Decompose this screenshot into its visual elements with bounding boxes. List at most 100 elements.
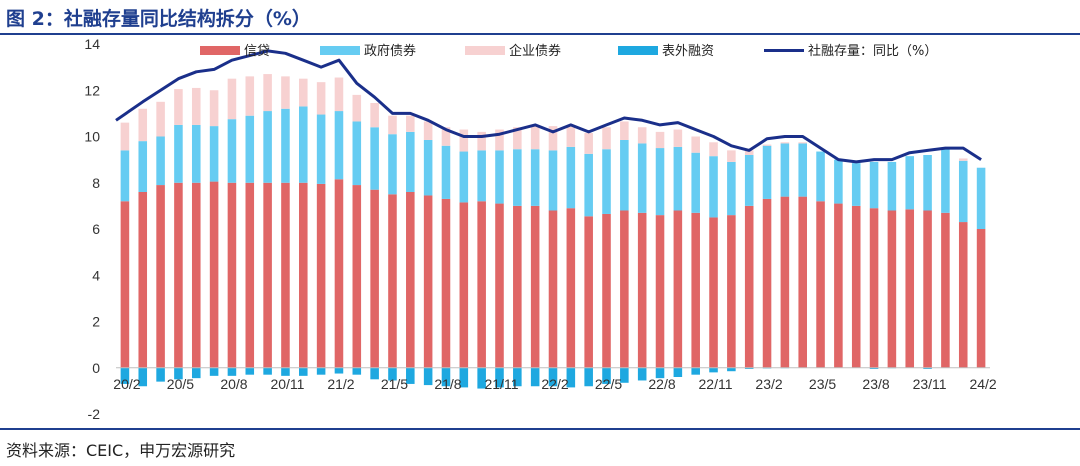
bar-segment-series-1 — [513, 149, 522, 206]
bar-segment-series-0 — [923, 210, 932, 368]
bar-segment-series-1 — [941, 149, 950, 213]
bar-segment-series-1 — [459, 151, 469, 203]
bar-segment-series-1 — [209, 126, 219, 182]
bar-segment-series-1 — [191, 124, 201, 183]
bar-segment-series-0 — [530, 205, 540, 368]
bar-segment-series-2 — [620, 121, 629, 140]
x-axis: 20/2 20/5 20/8 20/11 21/2 21/5 21/8 21/11 22/2 22… — [113, 376, 997, 392]
bar-segment-series-3 — [245, 367, 255, 375]
bar-segment-series-0 — [637, 212, 647, 368]
bar-segment-series-3 — [370, 367, 379, 380]
bar-segment-series-1 — [352, 121, 362, 186]
x-tick-label: 20/2 — [113, 376, 140, 392]
bar-segment-series-3 — [156, 367, 165, 382]
bar-segment-series-0 — [655, 215, 665, 368]
bar-segment-series-1 — [441, 145, 451, 199]
bar-segment-series-1 — [887, 161, 897, 211]
bar-segment-series-1 — [316, 114, 326, 184]
bar-segment-series-3 — [441, 367, 451, 387]
bar-segment-series-2 — [281, 76, 290, 109]
bar-segment-series-2 — [566, 124, 576, 147]
bar-segment-series-0 — [905, 209, 915, 368]
bar-segment-series-1 — [869, 161, 879, 209]
x-tick-label: 21/2 — [327, 376, 354, 392]
x-tick-label: 22/2 — [541, 376, 568, 392]
bar-segment-series-3 — [602, 367, 611, 384]
bar-segment-series-0 — [941, 212, 950, 368]
bar-segment-series-3 — [459, 367, 469, 388]
bar-segment-series-1 — [156, 136, 165, 186]
bar-segment-series-0 — [566, 208, 576, 368]
bar-segment-series-2 — [245, 76, 255, 116]
chart-title: 图 2：社融存量同比结构拆分（%） — [6, 8, 311, 30]
legend-label: 政府债券 — [364, 43, 416, 59]
bar-segment-series-2 — [709, 142, 718, 157]
bar-segment-series-2 — [263, 74, 272, 112]
x-tick-label: 20/8 — [220, 376, 247, 392]
y-tick-label: 12 — [84, 82, 100, 98]
bar-segment-series-3 — [316, 367, 326, 375]
bar-segment-series-2 — [762, 144, 772, 146]
bar-segment-series-2 — [477, 131, 486, 151]
legend-label: 表外融资 — [662, 44, 714, 59]
bar-segment-series-1 — [370, 127, 379, 190]
chart-legend: 信贷 政府债券 企业债券 表外融资 社融存量：同比（%） — [200, 43, 937, 59]
bar-segment-series-2 — [191, 87, 201, 125]
bar-segment-series-1 — [834, 159, 843, 204]
bar-segment-series-3 — [227, 367, 237, 376]
y-tick-label: 6 — [92, 221, 100, 237]
bar-segment-series-3 — [299, 367, 308, 376]
bar-segment-series-2 — [388, 115, 397, 135]
bar-segment-series-0 — [477, 201, 486, 368]
legend-label: 社融存量：同比（%） — [808, 43, 937, 59]
bar-segment-series-0 — [976, 229, 986, 368]
legend-swatch — [320, 46, 360, 55]
bar-segment-series-0 — [620, 210, 629, 368]
bar-segment-series-0 — [513, 205, 522, 368]
bar-segment-series-1 — [423, 139, 433, 196]
legend-swatch — [618, 46, 658, 55]
bar-segment-series-2 — [727, 150, 736, 162]
line-series-group — [115, 49, 982, 164]
y-tick-label: 2 — [92, 314, 100, 330]
bar-segment-series-0 — [120, 201, 130, 368]
legend-swatch — [465, 46, 505, 55]
bar-segment-series-2 — [459, 129, 469, 152]
bar-segment-series-1 — [334, 111, 344, 180]
y-tick-label: 10 — [84, 129, 100, 145]
bar-segment-series-0 — [209, 181, 219, 368]
bar-segment-series-3 — [673, 367, 683, 377]
bar-segment-series-1 — [566, 146, 576, 209]
x-tick-label: 23/2 — [755, 376, 782, 392]
bar-segment-series-3 — [566, 367, 576, 388]
bar-segment-series-2 — [744, 150, 754, 155]
bar-segment-series-0 — [406, 192, 415, 368]
bar-segment-series-2 — [602, 127, 611, 150]
bar-segment-series-2 — [513, 127, 522, 150]
bar-segment-series-1 — [584, 153, 593, 217]
bar-segment-series-0 — [709, 217, 718, 368]
bar-segment-series-2 — [174, 89, 183, 125]
bar-segment-series-3 — [869, 367, 879, 369]
bar-segment-series-0 — [263, 182, 272, 368]
legend-swatch — [200, 46, 240, 55]
bar-segment-series-0 — [887, 210, 897, 368]
x-tick-label: 21/5 — [381, 376, 408, 392]
bar-segment-series-1 — [602, 149, 611, 214]
bar-segment-series-2 — [495, 129, 504, 151]
bar-segment-series-2 — [406, 115, 415, 132]
bar-segment-series-1 — [388, 134, 397, 195]
bar-segment-series-1 — [245, 115, 255, 183]
bar-segment-series-1 — [691, 152, 700, 213]
bar-segment-series-1 — [530, 149, 540, 206]
legend-label: 企业债券 — [509, 43, 561, 59]
bar-segment-series-3 — [655, 367, 665, 379]
bar-segment-series-3 — [709, 367, 718, 373]
bar-segment-series-2 — [655, 131, 665, 149]
bar-segment-series-1 — [655, 148, 665, 216]
bar-segment-series-2 — [227, 78, 237, 120]
bar-segment-series-3 — [281, 367, 290, 376]
bar-segment-series-3 — [174, 367, 183, 380]
bar-segment-series-1 — [780, 143, 790, 197]
bar-segment-series-1 — [958, 160, 968, 223]
